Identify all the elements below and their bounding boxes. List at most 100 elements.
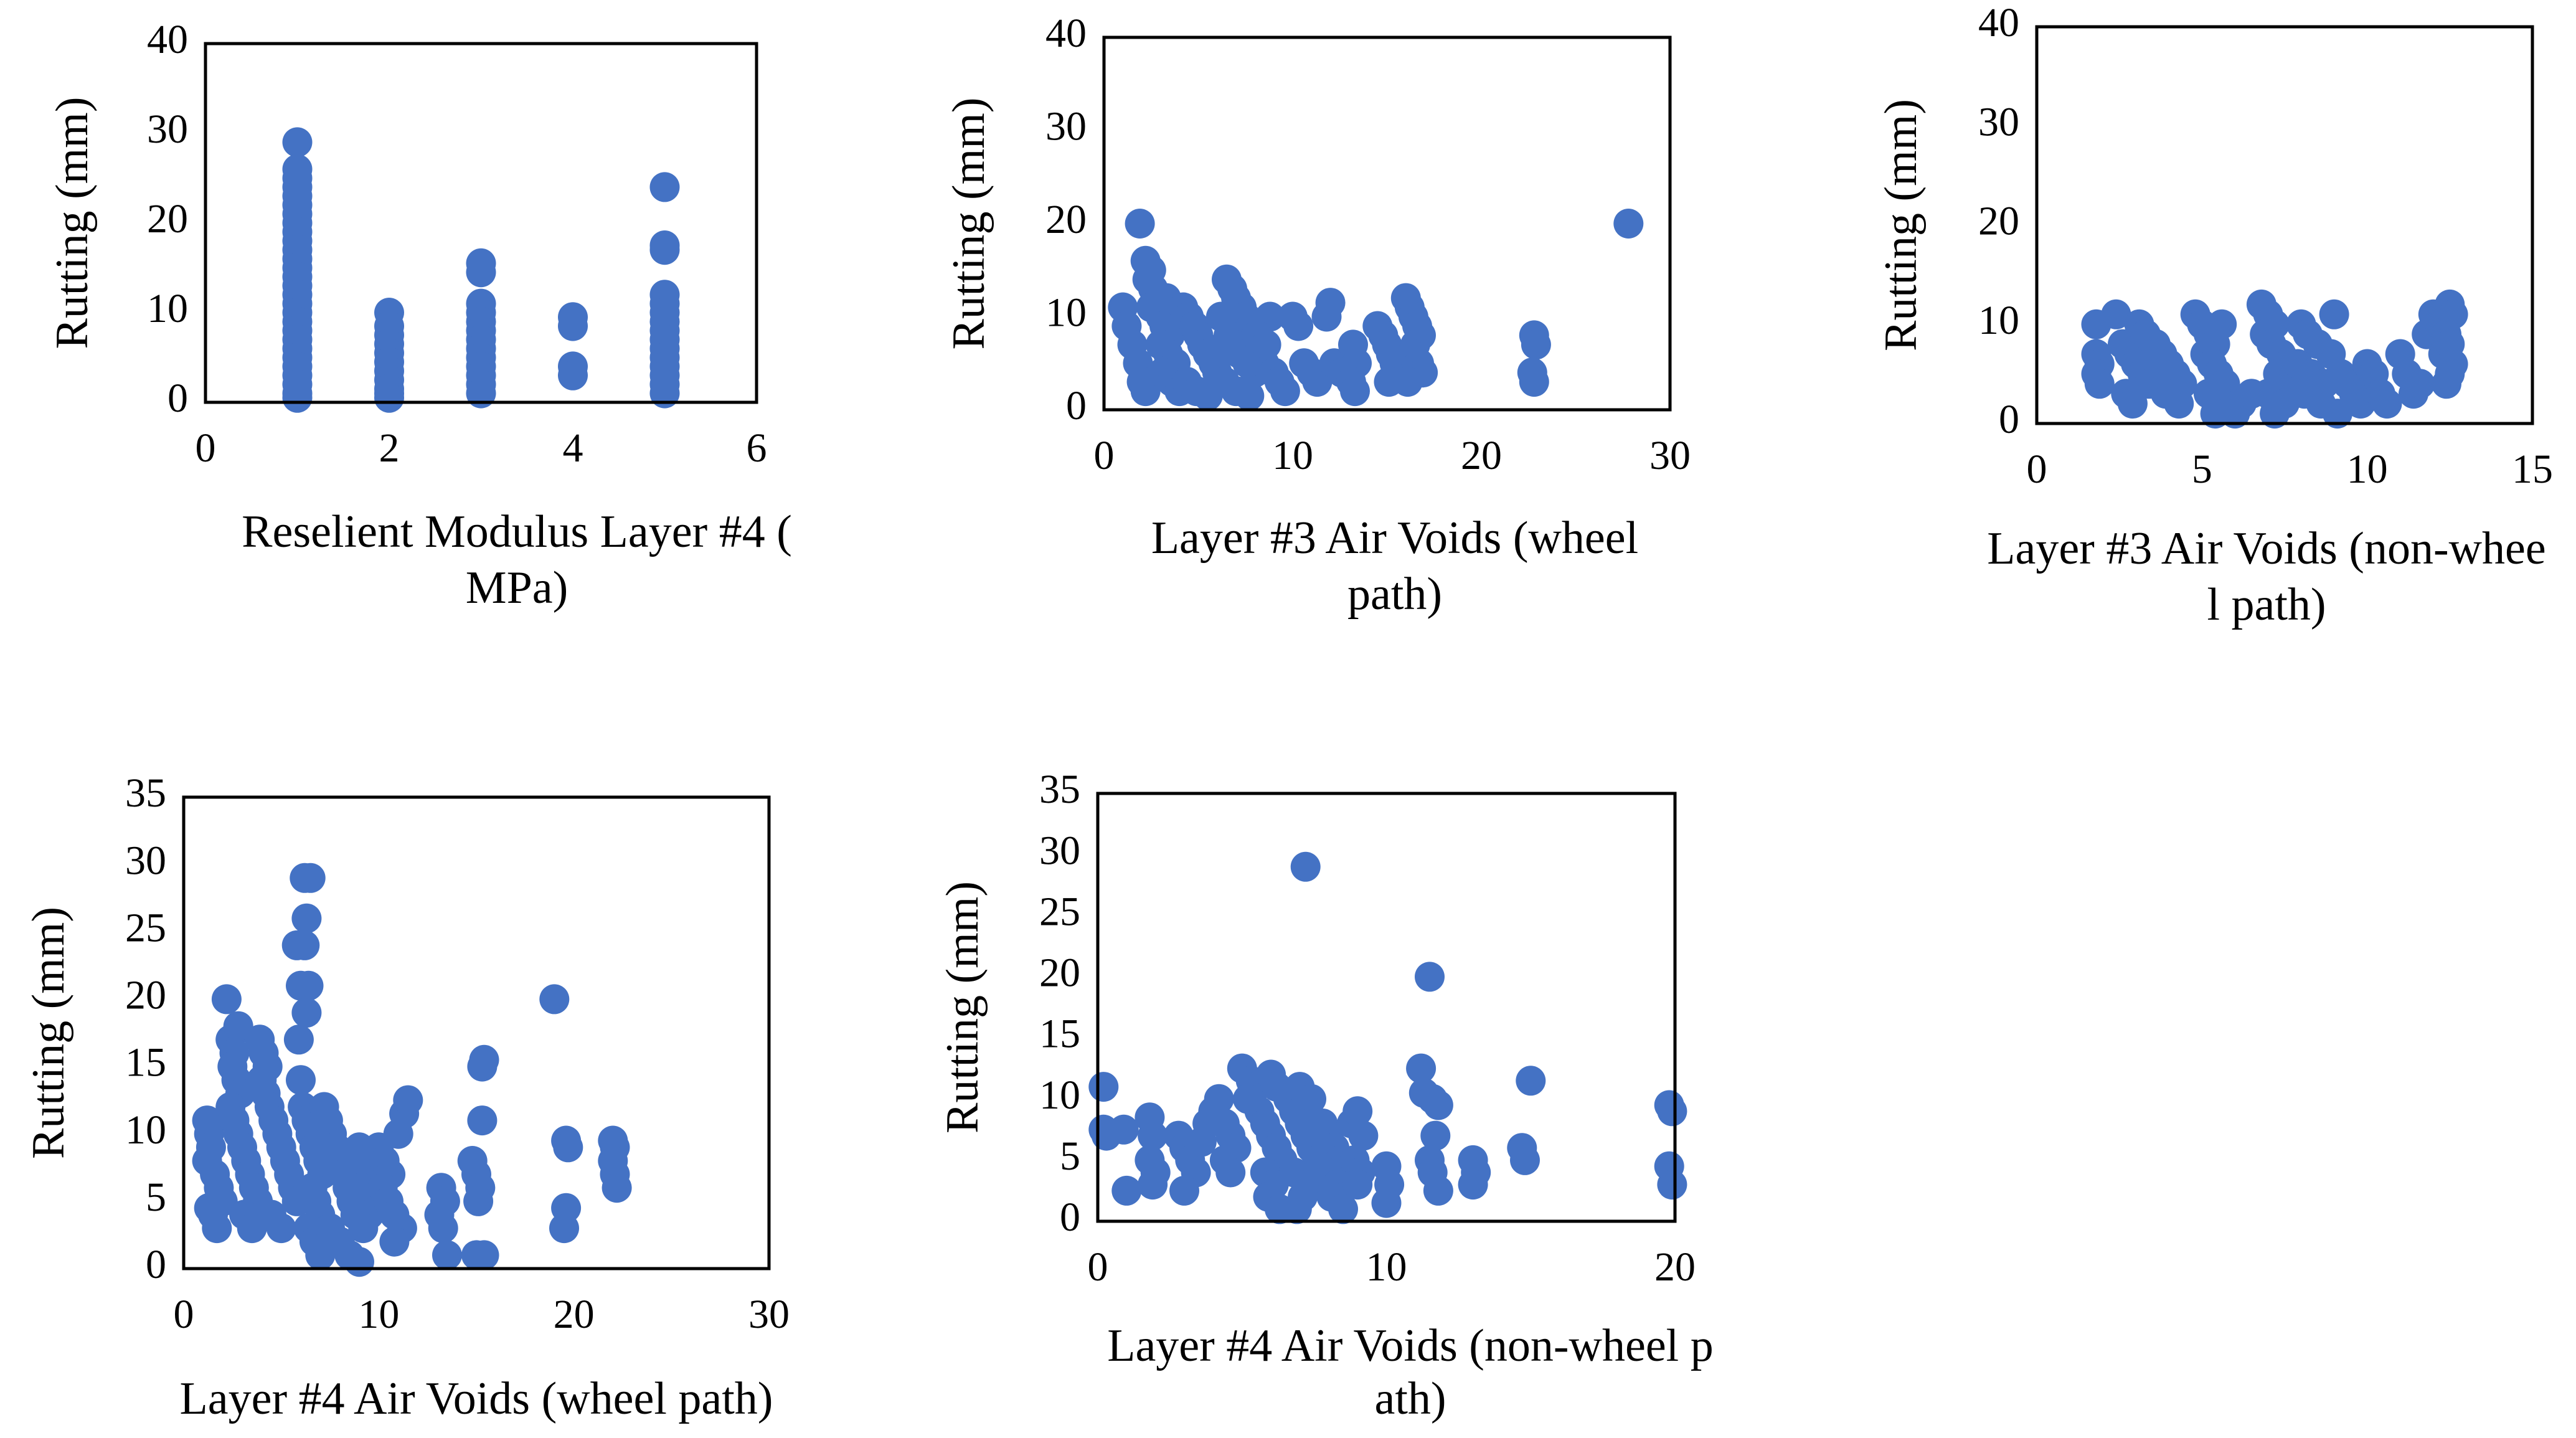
data-point bbox=[467, 1105, 498, 1136]
data-point bbox=[1169, 1175, 1199, 1206]
data-point bbox=[393, 1085, 423, 1115]
y-tick-label: 20 bbox=[1039, 950, 1080, 996]
data-point bbox=[432, 1240, 462, 1270]
x-tick-label: 6 bbox=[747, 425, 767, 471]
x-tick-label: 0 bbox=[174, 1292, 194, 1337]
data-point bbox=[291, 903, 322, 934]
data-point bbox=[1296, 1084, 1326, 1114]
y-tick-label: 25 bbox=[125, 905, 166, 950]
data-point bbox=[1138, 1120, 1168, 1151]
data-point bbox=[2207, 309, 2237, 339]
data-point bbox=[1423, 1090, 1453, 1120]
data-point bbox=[649, 172, 680, 202]
data-point bbox=[1342, 1170, 1373, 1200]
data-point bbox=[1510, 1145, 1540, 1175]
y-tick-label: 40 bbox=[147, 17, 188, 62]
y-tick-label: 0 bbox=[1066, 383, 1087, 428]
y-tick-label: 30 bbox=[1039, 828, 1080, 873]
y-tick-label: 20 bbox=[125, 973, 166, 1018]
data-point bbox=[1340, 376, 1370, 407]
data-point bbox=[2164, 389, 2194, 419]
data-point bbox=[1657, 1170, 1687, 1200]
y-tick-label: 20 bbox=[1045, 197, 1087, 242]
data-point bbox=[290, 930, 320, 960]
data-point bbox=[1342, 1096, 1373, 1127]
data-point bbox=[1406, 1053, 1437, 1084]
x-tick-label: 2 bbox=[379, 425, 400, 471]
data-point bbox=[1516, 1066, 1546, 1096]
data-point bbox=[1657, 1096, 1687, 1127]
data-point bbox=[1108, 1114, 1139, 1145]
data-point bbox=[1415, 962, 1445, 992]
data-point bbox=[1251, 329, 1281, 360]
data-point bbox=[469, 1044, 499, 1075]
data-point bbox=[1088, 1072, 1119, 1102]
data-point bbox=[649, 235, 680, 265]
data-point bbox=[348, 1213, 379, 1244]
data-point bbox=[553, 1132, 583, 1163]
x-tick-label: 0 bbox=[196, 425, 216, 471]
data-point bbox=[463, 1186, 494, 1216]
y-tick-label: 25 bbox=[1039, 889, 1080, 934]
y-tick-label: 20 bbox=[1978, 199, 2019, 244]
data-point bbox=[223, 1011, 253, 1041]
data-point bbox=[266, 1213, 296, 1244]
data-point bbox=[202, 1213, 232, 1244]
data-point bbox=[1458, 1170, 1488, 1200]
data-point bbox=[1290, 851, 1321, 882]
data-point bbox=[1111, 1175, 1142, 1206]
plot-frame bbox=[1096, 792, 1677, 1223]
data-point bbox=[549, 1213, 579, 1244]
data-point bbox=[2405, 369, 2435, 399]
data-point bbox=[558, 360, 588, 390]
y-tick-label: 0 bbox=[1999, 397, 2019, 442]
x-tick-label: 15 bbox=[2512, 447, 2553, 492]
data-point bbox=[2101, 299, 2131, 329]
data-point bbox=[374, 382, 404, 413]
x-tick-label: 30 bbox=[1649, 433, 1691, 478]
plot-frame bbox=[204, 42, 758, 404]
data-points bbox=[1108, 209, 1644, 411]
x-tick-label: 5 bbox=[2192, 447, 2212, 492]
data-point bbox=[1613, 209, 1644, 239]
chart-panel-1: 0 10 20 30 40 0 2 4 6 Rutting (mm) Reselient Modul… bbox=[47, 17, 792, 613]
data-point bbox=[1392, 367, 1423, 397]
chart-panel-5: 0 5 10 15 20 25 30 35 0 10 20 Rutting (mm) Layer #4 … bbox=[937, 767, 1714, 1424]
x-tick-label: 20 bbox=[1654, 1244, 1696, 1290]
x-axis-label: Layer #4 Air Voids (wheel path) bbox=[180, 1373, 773, 1424]
data-point bbox=[1281, 1194, 1312, 1224]
y-tick-label: 5 bbox=[1060, 1133, 1080, 1179]
data-point bbox=[2117, 389, 2148, 419]
y-tick-label: 10 bbox=[125, 1107, 166, 1153]
data-point bbox=[379, 1226, 410, 1257]
plot-frame bbox=[2035, 25, 2534, 425]
x-tick-label: 4 bbox=[563, 425, 583, 471]
chart-panel-4: 0 5 10 15 20 25 30 35 0 10 20 30 Rutting (mm) Layer #… bbox=[23, 770, 790, 1424]
data-point bbox=[286, 1065, 316, 1095]
data-point bbox=[282, 127, 313, 158]
data-points bbox=[282, 127, 680, 413]
y-tick-label: 10 bbox=[147, 286, 188, 331]
y-tick-label: 30 bbox=[1045, 104, 1087, 149]
x-tick-label: 10 bbox=[1272, 433, 1313, 478]
data-point bbox=[2322, 399, 2352, 429]
y-axis-label: Rutting (mm) bbox=[937, 881, 988, 1133]
data-point bbox=[1204, 1084, 1234, 1114]
y-tick-label: 0 bbox=[1060, 1194, 1080, 1240]
data-point bbox=[539, 984, 570, 1015]
data-point bbox=[428, 1213, 458, 1244]
data-point bbox=[2319, 299, 2349, 329]
data-point bbox=[211, 984, 242, 1015]
x-tick-label: 20 bbox=[1461, 433, 1502, 478]
data-points bbox=[1088, 851, 1687, 1224]
x-tick-label: 10 bbox=[1366, 1244, 1407, 1290]
y-tick-label: 0 bbox=[167, 376, 188, 421]
y-tick-label: 15 bbox=[125, 1040, 166, 1086]
data-point bbox=[1125, 209, 1155, 239]
x-tick-label: 0 bbox=[1094, 433, 1115, 478]
x-axis-label: Layer #4 Air Voids (non-wheel p ath) bbox=[1107, 1320, 1714, 1424]
x-tick-label: 0 bbox=[1088, 1244, 1108, 1290]
data-point bbox=[344, 1247, 374, 1277]
data-point bbox=[295, 863, 326, 893]
